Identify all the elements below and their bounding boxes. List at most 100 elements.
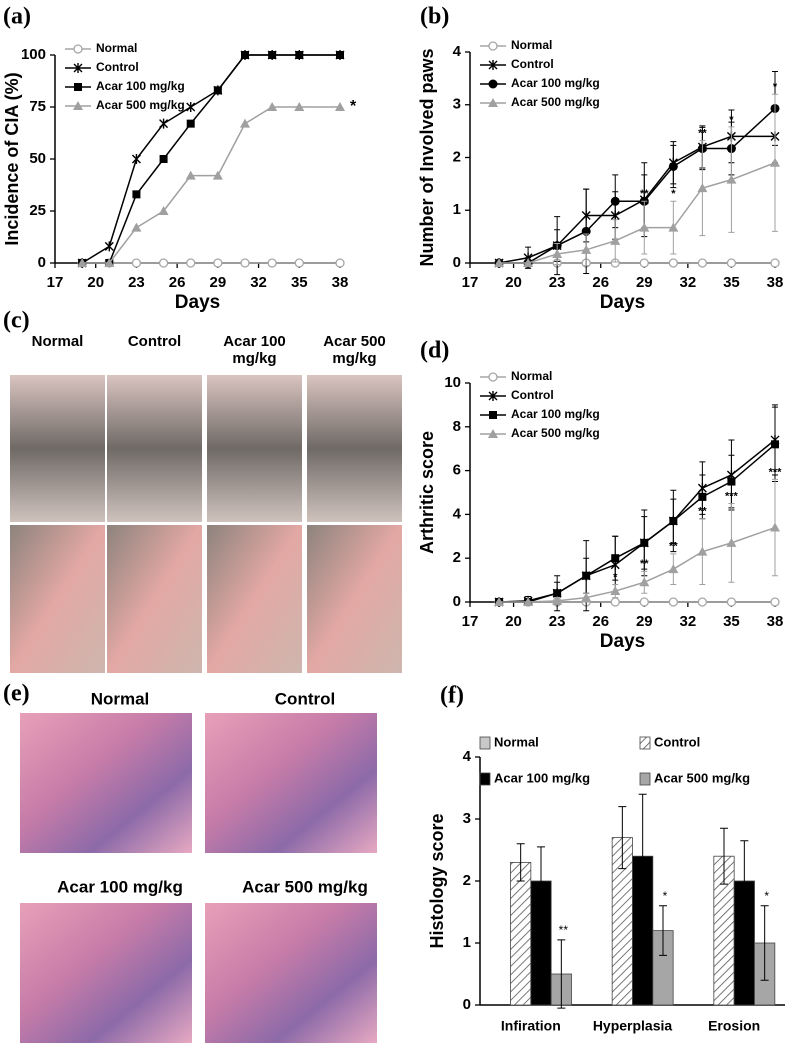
x-tick-label: 35 — [723, 613, 740, 630]
y-axis-title: Incidence of CIA (%) — [2, 72, 22, 245]
legend-label: Control — [511, 57, 554, 71]
legend-label: Acar 100 mg/kg — [96, 79, 185, 93]
y-axis-title: Number of Involved paws — [417, 48, 437, 266]
marker — [770, 522, 780, 532]
photo-caption: Control — [275, 689, 335, 708]
marker — [159, 118, 169, 129]
marker — [335, 102, 345, 111]
panel-label: (f) — [440, 683, 464, 709]
y-tick-label: 2 — [463, 872, 471, 889]
marker — [726, 597, 737, 607]
panel-label: (e) — [3, 681, 30, 707]
y-tick-label: 0 — [453, 254, 461, 271]
marker — [494, 597, 505, 606]
x-tick-label: 23 — [128, 274, 145, 291]
y-tick-label: 100 — [21, 46, 46, 63]
marker — [335, 258, 345, 268]
y-tick-label: 4 — [463, 748, 472, 765]
marker — [668, 597, 678, 607]
significance: ** — [669, 541, 678, 553]
marker — [267, 102, 278, 111]
photo-caption: Acar 100 mg/kg — [223, 333, 286, 367]
x-axis-title: Days — [600, 631, 645, 652]
x-axis-title: Days — [175, 292, 220, 313]
error-bar — [740, 840, 749, 922]
marker — [552, 249, 563, 259]
y-tick-label: 2 — [453, 148, 461, 165]
photo — [207, 375, 302, 522]
marker — [488, 372, 498, 382]
legend-swatch — [479, 772, 491, 786]
marker — [697, 597, 708, 607]
error-bar — [659, 905, 667, 956]
legend-label: Acar 100 mg/kg — [511, 76, 600, 90]
marker — [186, 258, 196, 268]
marker — [581, 592, 592, 602]
series-line — [499, 162, 776, 264]
marker — [489, 411, 497, 419]
x-tick-label: 32 — [250, 274, 267, 291]
photo — [307, 375, 402, 522]
marker — [132, 190, 141, 199]
legend-label: Normal — [494, 734, 539, 749]
marker — [668, 258, 678, 268]
marker — [294, 102, 305, 111]
photo — [107, 375, 202, 522]
caption-box: Control — [128, 333, 181, 350]
marker — [610, 235, 621, 245]
significance: * — [350, 98, 357, 115]
x-tick-label: 38 — [332, 274, 349, 291]
bar — [510, 862, 532, 1006]
x-tick-label: 17 — [462, 613, 479, 630]
significance: ** — [640, 558, 649, 570]
panel-label: (b) — [420, 4, 449, 30]
significance: * — [663, 889, 668, 903]
y-tick-label: 4 — [453, 505, 462, 522]
marker — [610, 586, 621, 596]
marker — [771, 440, 779, 449]
x-tick-label: 38 — [767, 274, 784, 291]
legend-label: Normal — [511, 38, 552, 52]
marker — [131, 258, 142, 268]
marker — [488, 41, 498, 51]
marker — [726, 258, 737, 268]
x-tick-label: 26 — [592, 274, 609, 291]
significance: ** — [559, 923, 569, 937]
x-tick-label: 20 — [87, 274, 104, 291]
x-axis-title: Days — [600, 292, 645, 313]
significance: *** — [769, 466, 783, 478]
marker — [131, 154, 141, 164]
photo-caption: Acar 100 mg/kg — [57, 877, 183, 896]
marker — [77, 258, 88, 267]
y-axis-title: Histology score — [427, 813, 447, 948]
caption-box: Normal — [32, 333, 84, 350]
x-tick-label: 29 — [636, 274, 653, 291]
marker — [770, 157, 780, 167]
y-tick-label: 3 — [463, 810, 471, 827]
legend-label: Acar 100 mg/kg — [494, 770, 590, 785]
marker — [494, 258, 505, 267]
y-tick-label: 1 — [463, 934, 471, 951]
x-tick-label: Erosion — [708, 1018, 760, 1034]
photo — [10, 375, 105, 522]
y-tick-label: 50 — [29, 150, 46, 167]
legend-swatch — [639, 772, 651, 786]
y-tick-label: 8 — [453, 418, 461, 435]
photo — [207, 525, 302, 673]
photo-caption: Normal — [91, 689, 150, 708]
x-tick-label: 38 — [767, 613, 784, 630]
marker — [268, 51, 277, 59]
significance: * — [773, 81, 778, 93]
error-bar — [720, 827, 728, 885]
y-tick-label: 2 — [453, 549, 461, 566]
x-tick-label: 32 — [680, 274, 697, 291]
x-tick-label: 20 — [505, 274, 522, 291]
x-tick-label: 20 — [505, 613, 522, 630]
y-tick-label: 6 — [453, 462, 461, 479]
marker — [488, 429, 498, 438]
series-line — [499, 443, 776, 603]
x-tick-label: 23 — [549, 613, 566, 630]
marker — [552, 595, 563, 605]
panel-label: (c) — [3, 308, 30, 334]
